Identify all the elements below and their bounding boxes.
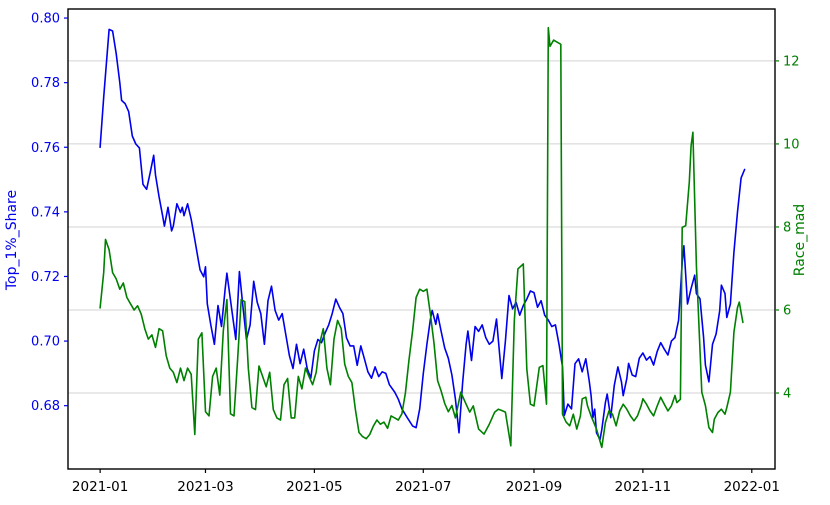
x-axis-tick-label: 2021-01 (72, 479, 128, 495)
right-axis-tick-label: 8 (783, 220, 791, 235)
left-axis-tick-label: 0.72 (31, 270, 60, 285)
left-axis-tick-label: 0.70 (31, 335, 60, 350)
x-axis-tick-label: 2021-03 (177, 479, 233, 495)
x-axis-tick-label: 2021-09 (506, 479, 562, 495)
x-axis-tick-label: 2021-07 (395, 479, 451, 495)
left-axis-label: Top_1%_Share (4, 190, 20, 291)
right-axis-tick-label: 12 (783, 54, 800, 69)
right-axis-tick-label: 10 (783, 137, 800, 152)
right-axis-tick-label: 6 (783, 303, 791, 318)
left-axis-tick-label: 0.78 (31, 76, 60, 91)
left-axis-tick-label: 0.80 (31, 12, 60, 27)
right-axis-tick-label: 4 (783, 387, 791, 402)
right-axis-label: Race_mad (792, 204, 808, 276)
series-line-Race_mad (99, 26, 744, 449)
x-axis-tick-label: 2021-05 (286, 479, 342, 495)
plot-frame (67, 8, 776, 470)
x-axis-tick-label: 2022-01 (724, 479, 780, 495)
left-axis-tick-label: 0.76 (31, 141, 60, 156)
left-axis-tick-label: 0.68 (31, 399, 60, 414)
left-axis-tick-label: 0.74 (31, 205, 60, 220)
x-axis-tick-label: 2021-11 (615, 479, 671, 495)
